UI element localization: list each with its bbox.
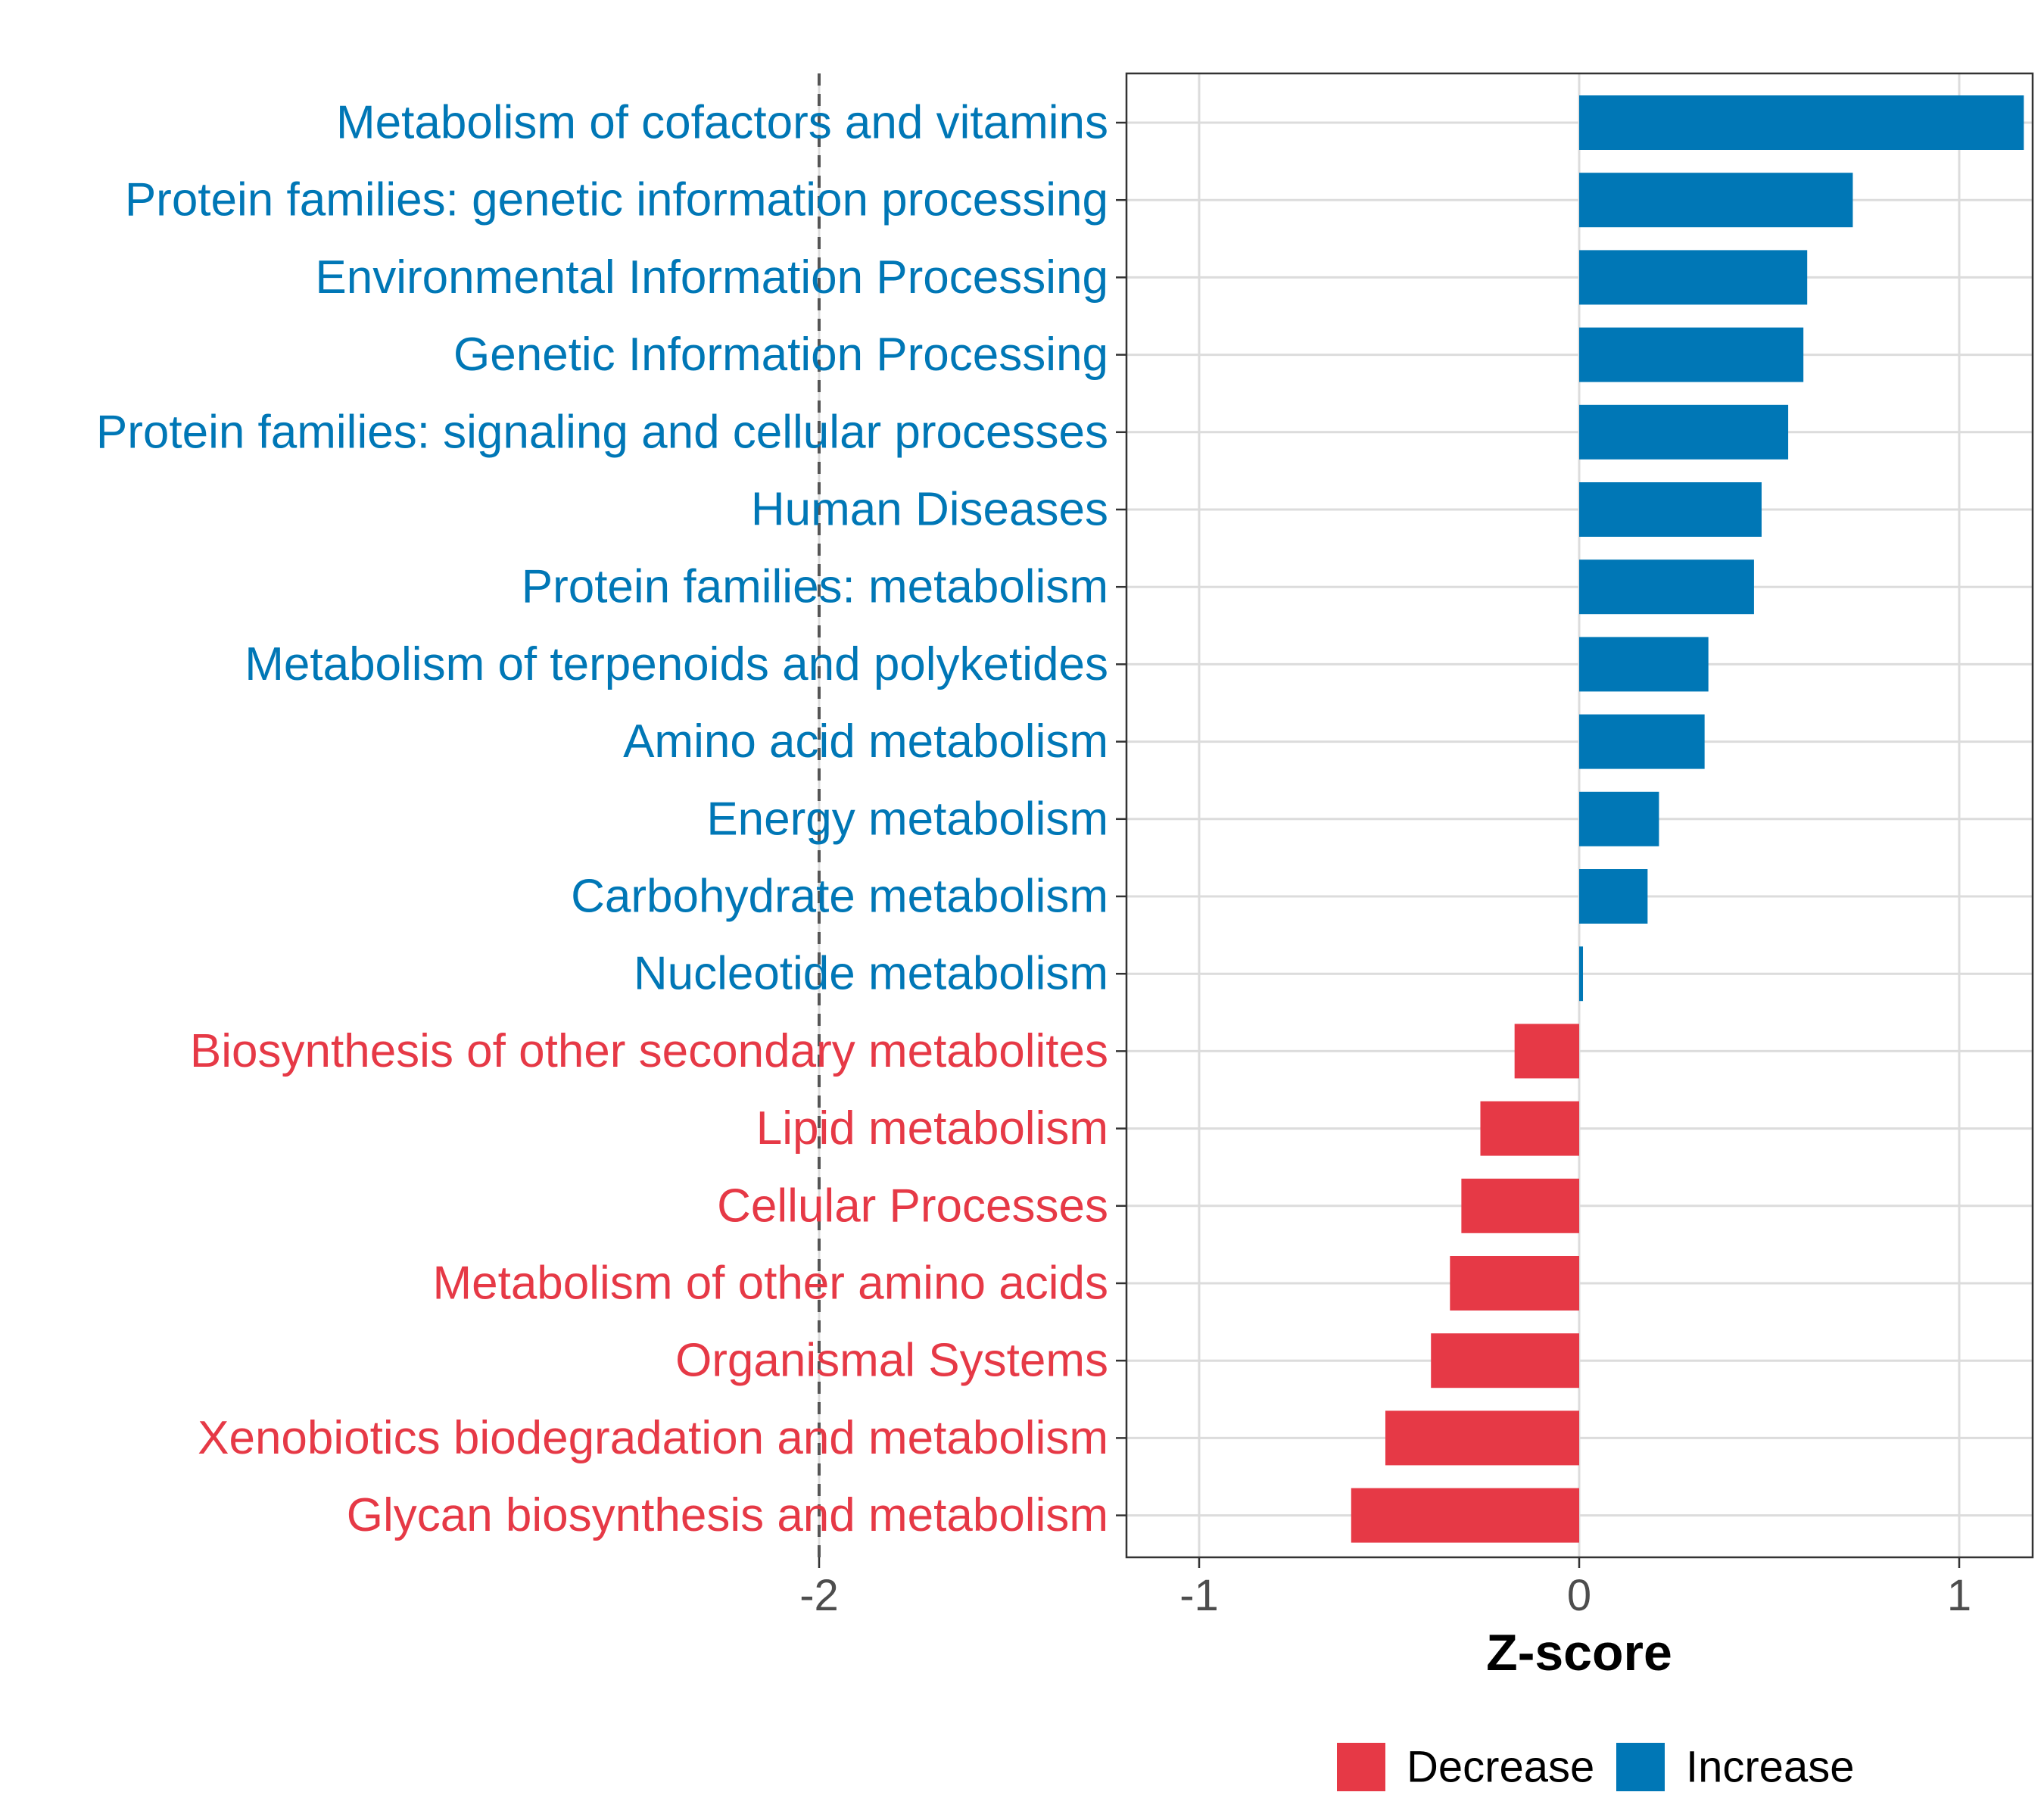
bar-cellular-processes — [1461, 1178, 1579, 1233]
bar-environmental-information-processing — [1579, 250, 1808, 305]
bar-glycan-biosynthesis-and-metabolism — [1351, 1488, 1579, 1543]
bar-layer — [1351, 95, 2024, 1543]
bar-biosynthesis-of-other-secondary-metabolites — [1514, 1024, 1579, 1079]
x-tick-label: -2 — [799, 1571, 839, 1620]
bar-energy-metabolism — [1579, 791, 1659, 846]
category-label: Carbohydrate metabolism — [571, 871, 1108, 923]
legend-label-increase: Increase — [1686, 1743, 1854, 1792]
category-label: Biosynthesis of other secondary metaboli… — [190, 1025, 1108, 1077]
bar-xenobiotics-biodegradation-and-metabolism — [1385, 1410, 1579, 1466]
bar-metabolism-of-terpenoids-and-polyketides — [1579, 637, 1709, 692]
x-tick-label: 0 — [1567, 1571, 1591, 1620]
bar-protein-families-genetic-information-processing — [1579, 173, 1853, 228]
bar-protein-families-metabolism — [1579, 559, 1754, 615]
bar-genetic-information-processing — [1579, 327, 1804, 382]
bar-lipid-metabolism — [1480, 1101, 1579, 1156]
category-label: Lipid metabolism — [756, 1102, 1108, 1155]
category-label: Nucleotide metabolism — [634, 948, 1108, 1000]
category-label: Protein families: metabolism — [522, 561, 1108, 613]
bar-carbohydrate-metabolism — [1579, 869, 1648, 924]
legend-label-decrease: Decrease — [1407, 1743, 1594, 1792]
y-tick-layer — [1116, 121, 1126, 1516]
legend: Decrease Increase — [1337, 1743, 1854, 1792]
category-label: Xenobiotics biodegradation and metabolis… — [198, 1412, 1108, 1464]
category-label: Metabolism of terpenoids and polyketides — [245, 638, 1108, 690]
category-label: Glycan biosynthesis and metabolism — [347, 1489, 1108, 1541]
category-label: Protein families: genetic information pr… — [125, 174, 1108, 226]
category-label: Environmental Information Processing — [315, 251, 1108, 304]
bar-organismal-systems — [1431, 1333, 1579, 1388]
bar-metabolism-of-cofactors-and-vitamins — [1579, 95, 2024, 150]
category-label: Energy metabolism — [706, 793, 1108, 845]
legend-swatch-increase — [1616, 1743, 1665, 1791]
bar-metabolism-of-other-amino-acids — [1450, 1256, 1579, 1311]
category-label-layer: Metabolism of cofactors and vitamins Prot… — [96, 97, 1108, 1542]
category-label: Human Diseases — [751, 484, 1108, 536]
category-label: Protein families: signaling and cellular… — [96, 406, 1108, 458]
bar-amino-acid-metabolism — [1579, 714, 1705, 769]
bar-nucleotide-metabolism — [1579, 946, 1584, 1002]
category-label: Amino acid metabolism — [623, 715, 1108, 768]
category-label: Genetic Information Processing — [453, 329, 1108, 381]
x-tick-label: 1 — [1947, 1571, 1971, 1620]
x-tick-label: -1 — [1179, 1571, 1219, 1620]
legend-swatch-decrease — [1337, 1743, 1385, 1791]
bar-human-diseases — [1579, 482, 1762, 537]
category-label: Metabolism of other amino acids — [432, 1258, 1108, 1310]
x-axis-title: Z-score — [1486, 1624, 1672, 1681]
category-label: Organismal Systems — [675, 1335, 1108, 1387]
reference-line-layer — [818, 73, 821, 1557]
category-label: Metabolism of cofactors and vitamins — [336, 97, 1108, 149]
bar-protein-families-signaling-and-cellular-processes — [1579, 404, 1789, 460]
x-tick-layer: -2-1012 — [799, 1557, 1971, 1620]
category-label: Cellular Processes — [717, 1180, 1108, 1232]
